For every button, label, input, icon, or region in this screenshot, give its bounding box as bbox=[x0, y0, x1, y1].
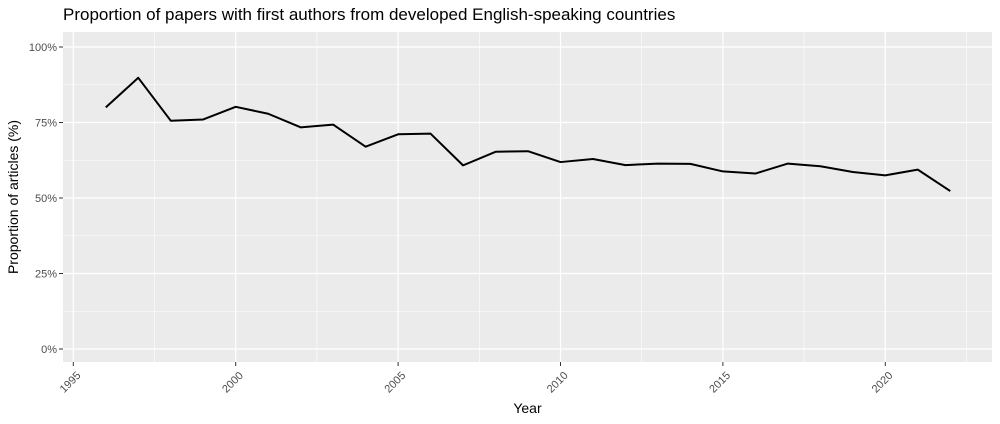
series-layer bbox=[105, 76, 951, 192]
x-tick-label: 2000 bbox=[220, 370, 246, 396]
y-tick-label: 25% bbox=[35, 269, 57, 281]
x-tick-label: 2020 bbox=[870, 370, 896, 396]
x-axis-title: Year bbox=[513, 400, 542, 416]
plot-panel bbox=[63, 32, 992, 362]
x-tick-label: 2005 bbox=[383, 370, 409, 396]
y-tick-label: 0% bbox=[41, 344, 57, 356]
x-tick-label: 1995 bbox=[58, 370, 84, 396]
x-tick-label: 2015 bbox=[707, 370, 733, 396]
series-line-0 bbox=[105, 76, 951, 192]
chart-title: Proportion of papers with first authors … bbox=[63, 5, 675, 24]
y-axis-title: Proportion of articles (%) bbox=[5, 120, 21, 274]
y-axis: 0% 25% 50% 75% 100% bbox=[29, 42, 63, 356]
y-tick-label: 75% bbox=[35, 118, 57, 130]
minor-grid bbox=[63, 32, 992, 362]
x-tick-label: 2010 bbox=[545, 370, 571, 396]
y-tick-label: 50% bbox=[35, 193, 57, 205]
major-grid bbox=[63, 32, 992, 362]
x-axis: 1995 2000 2005 2010 2015 2020 bbox=[58, 362, 896, 396]
y-tick-label: 100% bbox=[29, 42, 57, 54]
